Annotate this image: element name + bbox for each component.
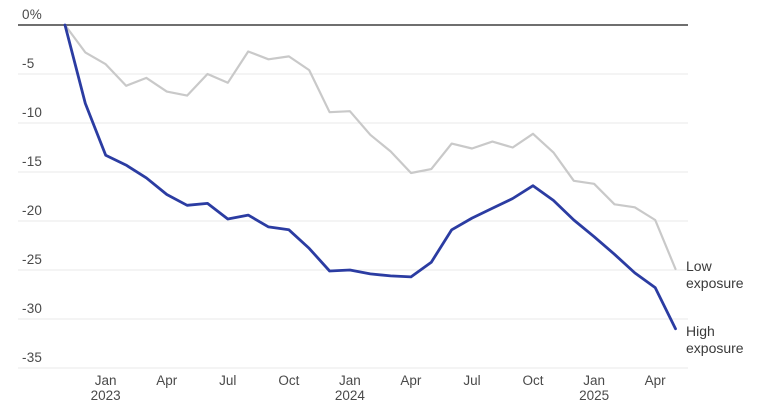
x-tick-label: Apr: [644, 373, 666, 388]
x-tick-label: Jul: [219, 373, 237, 388]
y-tick-label: -10: [22, 105, 43, 120]
x-tick-year: 2023: [90, 388, 121, 403]
x-tick-label: Oct: [522, 373, 544, 388]
series-label-low-exposure: Low exposure: [686, 258, 744, 291]
x-tick-year: 2025: [579, 388, 610, 403]
y-tick-label: -20: [22, 203, 43, 218]
y-tick-label: -15: [22, 154, 43, 169]
y-tick-label: -25: [22, 252, 43, 267]
x-tick-label: Apr: [400, 373, 422, 388]
x-tick-label: Jan 2025: [562, 373, 626, 403]
y-tick-label: 0%: [22, 7, 42, 22]
y-tick-label: -35: [22, 350, 43, 365]
x-tick-label: Jan 2024: [318, 373, 382, 403]
x-tick-year: 2024: [334, 388, 365, 403]
x-tick-label: Apr: [156, 373, 178, 388]
y-tick-label: -30: [22, 301, 43, 316]
series-line-high-exposure: [63, 23, 677, 331]
x-tick-label: Jul: [463, 373, 481, 388]
x-tick-label: Jan 2023: [74, 373, 138, 403]
series-label-high-exposure: High exposure: [686, 323, 744, 356]
y-tick-label: -5: [22, 56, 35, 71]
series-line-low-exposure: [63, 23, 677, 271]
x-tick-label: Oct: [278, 373, 300, 388]
